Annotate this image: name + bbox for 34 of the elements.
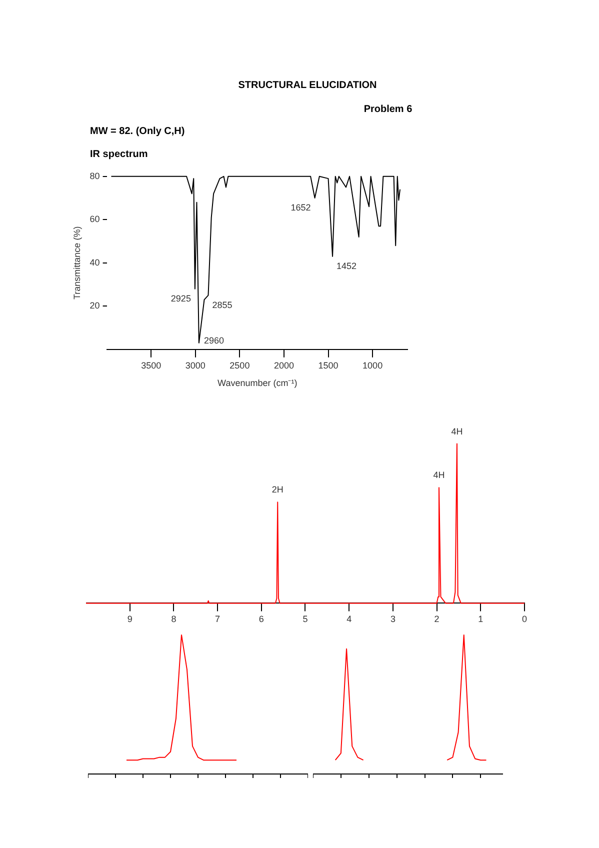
- x-tick-label: 9: [127, 614, 132, 624]
- annotation: 2855: [212, 300, 232, 310]
- annotation: 4H: [451, 426, 463, 436]
- annotation: 4H: [433, 470, 445, 480]
- y-tick-label: 20: [90, 300, 100, 311]
- x-tick-label: 7: [215, 614, 220, 624]
- x-tick-label: 5: [302, 614, 308, 624]
- x-tick-label: 3500: [141, 360, 162, 370]
- annotation: 2960: [204, 335, 224, 346]
- x-tick-label: 6: [258, 614, 264, 624]
- annotation: 1452: [336, 260, 357, 271]
- x-tick-label: 1500: [318, 360, 338, 370]
- x-tick-label: 2: [434, 614, 440, 624]
- x-tick-label: 1000: [362, 360, 383, 370]
- y-tick-label: 60: [90, 214, 100, 224]
- text: IR spectrum: [90, 149, 148, 160]
- x-tick-label: 2000: [274, 360, 294, 370]
- annotation: 2925: [170, 293, 191, 304]
- chart-title: STRUCTURAL ELUCIDATION: [237, 80, 378, 91]
- x-tick-label: 4: [346, 614, 352, 624]
- x-tick-label: 8: [171, 614, 176, 624]
- x-tick-label: 3: [390, 614, 396, 624]
- y-tick-label: 40: [90, 257, 100, 268]
- x-tick-label: 2500: [230, 360, 250, 370]
- text: MW = 82. (Only C,H): [90, 126, 185, 137]
- y-axis-title: Transmittance (%): [72, 226, 82, 300]
- x-tick-label: 3000: [185, 360, 206, 370]
- x-axis-title: Wavenumber (cm⁻¹): [218, 378, 298, 388]
- annotation: 2H: [272, 484, 284, 495]
- x-tick-label: 1: [478, 614, 484, 624]
- annotation: 1652: [290, 202, 311, 213]
- x-tick-label: 0: [522, 614, 528, 624]
- chart-subtitle: Problem 6: [362, 104, 414, 115]
- y-tick-label: 80: [90, 170, 100, 181]
